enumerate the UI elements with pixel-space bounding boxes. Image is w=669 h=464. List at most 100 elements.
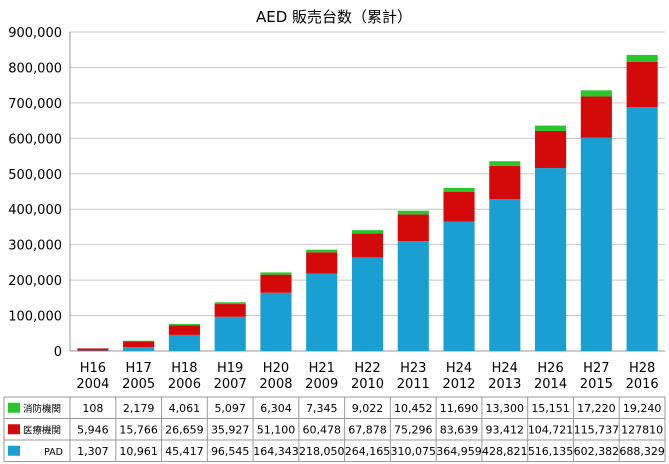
x-tick-label-era: H24 — [492, 361, 518, 376]
x-tick-label-year: 2005 — [122, 377, 155, 392]
x-tick-label-year: 2012 — [442, 377, 475, 392]
bar-segment — [535, 168, 567, 351]
legend-label: 医療機関 — [23, 424, 61, 436]
table-cell: 51,100 — [257, 423, 296, 436]
table-cell: 67,878 — [348, 423, 387, 436]
x-tick-label-year: 2004 — [76, 377, 109, 392]
data-table: 消防機関 108 2,179 4,061 5,097 6,304 7,345 9,022 10,… — [3, 396, 666, 462]
bar-segment — [123, 341, 155, 348]
bar-segment — [214, 302, 246, 305]
bar-segment — [535, 125, 567, 131]
y-tick-label: 500,000 — [8, 168, 62, 183]
x-tick-label-year: 2009 — [305, 377, 338, 392]
x-tick-label-year: 2007 — [214, 377, 247, 392]
table-cell: 6,304 — [260, 402, 292, 415]
x-tick-label-era: H23 — [400, 361, 426, 376]
legend-label: PAD — [44, 447, 63, 458]
bar-segment — [580, 137, 612, 351]
table-cell: 45,417 — [165, 445, 204, 458]
x-tick-label-year: 2010 — [351, 377, 384, 392]
table-cell: 104,721 — [528, 423, 574, 436]
x-tick-label-era: H19 — [217, 361, 243, 376]
y-tick-label: 600,000 — [8, 132, 62, 147]
y-axis-ticks: 0 100,000 200,000 300,000 400,000 500,000 600,… — [8, 26, 62, 360]
x-tick-label-era: H24 — [446, 361, 472, 376]
x-tick-label-era: H20 — [263, 361, 289, 376]
bar-segment — [123, 340, 155, 342]
bar-segment — [168, 325, 200, 335]
bar-segment — [214, 316, 246, 351]
table-cell: 15,766 — [119, 423, 158, 436]
x-tick-label-era: H28 — [629, 361, 655, 376]
bar-segment — [580, 96, 612, 138]
chart-title: AED 販売台数（累計） — [256, 8, 412, 26]
table-cell: 127810 — [621, 423, 663, 436]
x-tick-label-era: H22 — [354, 361, 380, 376]
table-cell: 17,220 — [577, 402, 616, 415]
bar-segment — [397, 210, 429, 215]
bar-segment — [443, 221, 475, 351]
table-cell: 93,412 — [486, 423, 525, 436]
x-tick-label-year: 2014 — [534, 377, 567, 392]
y-tick-label: 0 — [54, 345, 62, 360]
y-tick-label: 800,000 — [8, 61, 62, 76]
bar-segment — [489, 161, 521, 166]
y-tick-label: 400,000 — [8, 203, 62, 218]
table-cell: 60,478 — [302, 423, 341, 436]
x-tick-label-year: 2016 — [626, 377, 659, 392]
table-cell: 164,343 — [253, 445, 299, 458]
bar-segment — [260, 272, 292, 275]
bar-segment — [397, 214, 429, 242]
table-cell: 35,927 — [211, 423, 250, 436]
x-tick-label-era: H17 — [125, 361, 151, 376]
bar-segment — [443, 191, 475, 222]
bar-segment — [306, 252, 338, 274]
y-tick-label: 100,000 — [8, 310, 62, 325]
bar-segment — [123, 347, 155, 351]
legend-key — [8, 424, 20, 435]
bar-segment — [489, 165, 521, 200]
bar-segment — [626, 107, 658, 352]
bar-segment — [626, 54, 658, 62]
table-cell: 10,961 — [119, 445, 158, 458]
table-cell: 11,690 — [440, 402, 479, 415]
table-cell: 428,821 — [482, 445, 528, 458]
table-cell: 96,545 — [211, 445, 250, 458]
table-cell: 688,329 — [619, 445, 665, 458]
table-cell: 5,097 — [214, 402, 246, 415]
bar-segment — [306, 249, 338, 253]
bar-segment — [489, 199, 521, 351]
table-cell: 218,050 — [299, 445, 345, 458]
bar-segment — [443, 187, 475, 192]
table-cell: 108 — [82, 402, 103, 415]
bar-segment — [351, 257, 384, 351]
bars — [77, 54, 658, 352]
table-cell: 9,022 — [352, 402, 384, 415]
table-cell: 264,165 — [345, 445, 391, 458]
x-tick-label-era: H26 — [537, 361, 563, 376]
bar-segment — [168, 334, 200, 351]
table-cell: 310,075 — [391, 445, 437, 458]
bar-segment — [397, 241, 429, 351]
y-tick-label: 200,000 — [8, 274, 62, 289]
table-cell: 75,296 — [394, 423, 433, 436]
x-tick-label-era: H27 — [583, 361, 609, 376]
bar-segment — [626, 61, 658, 108]
bar-segment — [580, 90, 612, 97]
table-cell: 13,300 — [486, 402, 525, 415]
legend-key — [8, 402, 20, 413]
x-tick-label-era: H18 — [171, 361, 197, 376]
bar-segment — [351, 230, 384, 234]
x-axis-ticks: H162004H172005H182006H192007H202008H2120… — [76, 361, 658, 392]
table-cell: 4,061 — [169, 402, 201, 415]
table-cell: 83,639 — [440, 423, 479, 436]
x-tick-label-year: 2006 — [168, 377, 201, 392]
x-tick-label-year: 2008 — [259, 377, 292, 392]
bar-segment — [214, 304, 246, 317]
bar-segment — [77, 348, 109, 351]
y-tick-label: 300,000 — [8, 239, 62, 254]
bar-segment — [535, 130, 567, 169]
bar-segment — [351, 233, 384, 258]
